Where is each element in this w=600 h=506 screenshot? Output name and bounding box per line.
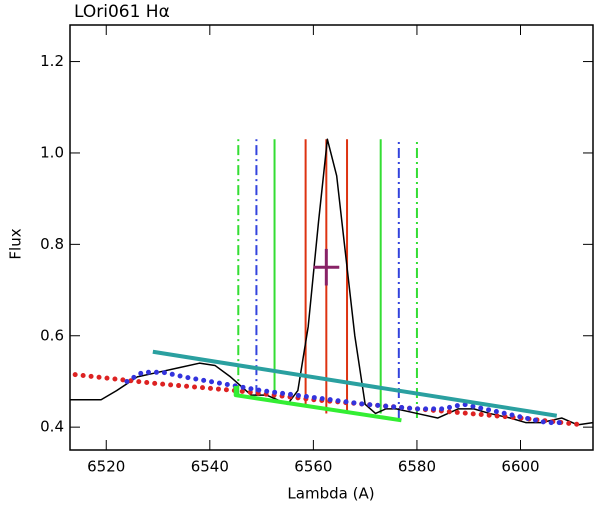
line-series xyxy=(152,349,558,418)
x-axis-label: Lambda (A) xyxy=(287,485,374,503)
plot-frame xyxy=(69,24,594,451)
line-series xyxy=(124,369,570,426)
chart-title: LOri061 Hα xyxy=(74,2,170,22)
y-axis-label: Flux xyxy=(7,228,25,259)
y-tick-label: 0.6 xyxy=(40,326,64,344)
y-tick-label: 1.2 xyxy=(40,52,64,70)
x-tick-label: 6520 xyxy=(87,458,125,476)
y-tick-label: 0.8 xyxy=(40,235,64,253)
x-tick-label: 6560 xyxy=(294,458,332,476)
x-tick-label: 6540 xyxy=(191,458,229,476)
x-tick-label: 6600 xyxy=(501,458,539,476)
x-tick-label: 6580 xyxy=(398,458,436,476)
y-tick-label: 1.0 xyxy=(40,143,64,161)
y-tick-label: 0.4 xyxy=(40,418,64,436)
line-series xyxy=(70,138,594,426)
line-series xyxy=(233,386,402,423)
